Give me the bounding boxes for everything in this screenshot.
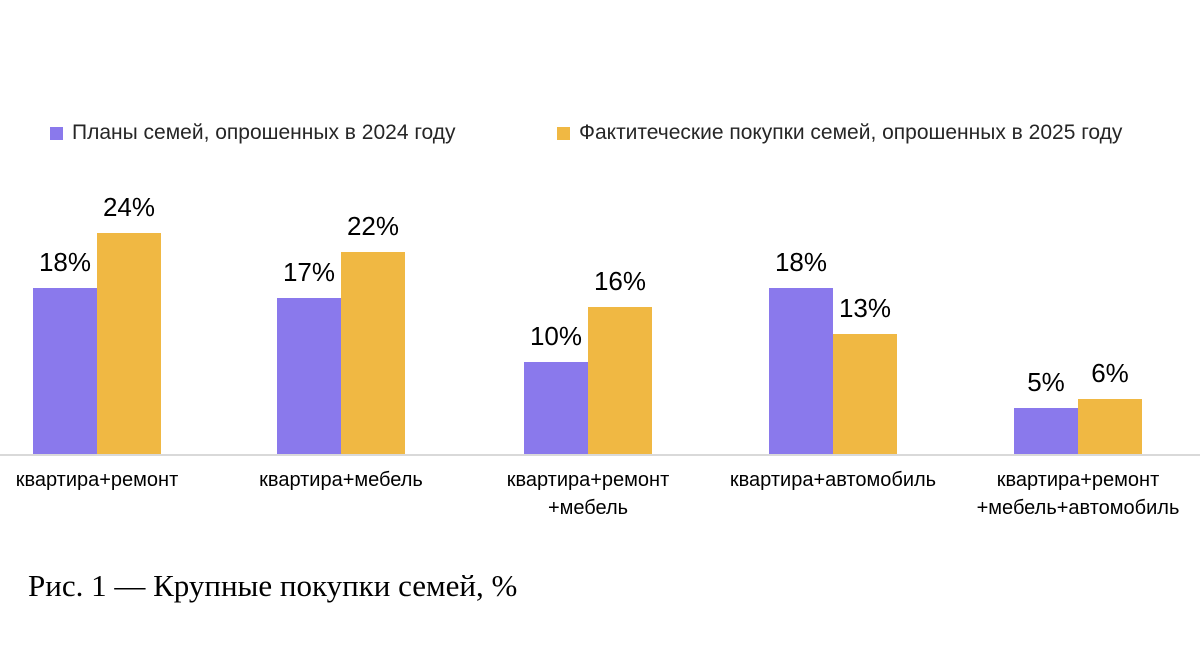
value-label-actual-3: 16% — [593, 266, 647, 296]
value-label-actual-5: 6% — [1091, 358, 1129, 388]
value-label-plan-4: 18% — [774, 247, 828, 277]
bar-plan-2 — [277, 298, 341, 454]
value-label-plan-5: 5% — [1027, 367, 1065, 397]
value-label-actual-1: 24% — [102, 192, 156, 222]
category-label-1: квартира+ремонт — [15, 469, 179, 491]
bar-actual-2 — [341, 252, 405, 454]
category-label-3: квартира+ремонт +мебель — [506, 469, 670, 519]
legend-swatch-actual-2025 — [557, 126, 570, 140]
legend-swatch-plans-2024 — [50, 126, 63, 140]
bar-actual-1 — [97, 233, 161, 454]
category-label-2: квартира+мебель — [259, 469, 423, 491]
bar-plan-4 — [769, 288, 833, 454]
bar-plan-1 — [33, 288, 97, 454]
x-axis-line — [0, 454, 1200, 456]
legend-item-actual-2025: Фактитеческие покупки семей, опрошенных … — [557, 121, 1122, 145]
value-label-actual-2: 22% — [346, 211, 400, 241]
legend-label-actual-2025: Фактитеческие покупки семей, опрошенных … — [579, 121, 1123, 144]
legend-item-plans-2024: Планы семей, опрошенных в 2024 году — [50, 121, 456, 145]
bar-plan-3 — [524, 362, 588, 454]
bar-plan-5 — [1014, 408, 1078, 454]
legend-label-plans-2024: Планы семей, опрошенных в 2024 году — [72, 121, 456, 144]
bar-actual-3 — [588, 307, 652, 454]
bar-actual-4 — [833, 334, 897, 454]
category-label-5: квартира+ремонт +мебель+автомобиль — [976, 469, 1180, 519]
figure-caption: Рис. 1 — Крупные покупки семей, % — [28, 568, 518, 603]
category-label-4: квартира+автомобиль — [729, 469, 937, 491]
bar-actual-5 — [1078, 399, 1142, 454]
